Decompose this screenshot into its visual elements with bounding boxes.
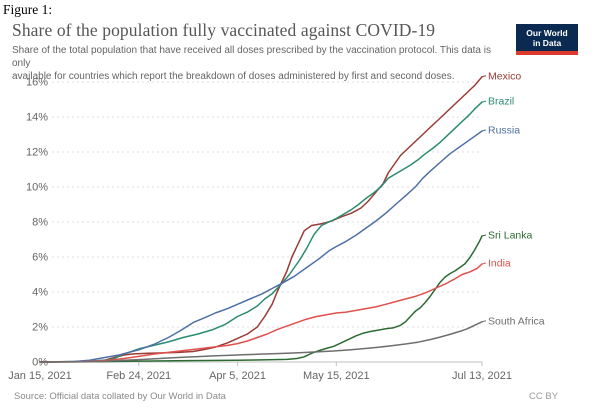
source-note: Source: Official data collated by Our Wo… <box>14 391 226 402</box>
y-axis-tick-label: 4% <box>32 287 48 299</box>
owid-logo-line-2: in Data <box>532 38 562 48</box>
series-label-connector <box>481 129 487 132</box>
subtitle-line-2: available for countries which report the… <box>12 71 455 82</box>
chart-subtitle: Share of the total population that have … <box>12 44 512 83</box>
series-label-connector <box>481 234 487 237</box>
series-line-mexico[interactable] <box>39 76 483 363</box>
y-axis-tick-label: 12% <box>26 147 48 159</box>
series-label-connector <box>481 75 487 78</box>
y-axis-tick-label: 10% <box>26 182 48 194</box>
series-label-connector <box>481 262 487 265</box>
subtitle-line-1: Share of the total population that have … <box>12 45 491 69</box>
x-axis-tick-label: Jul 13, 2021 <box>452 370 512 382</box>
y-axis-tick-label: 16% <box>26 77 48 89</box>
chart-title: Share of the population fully vaccinated… <box>12 20 436 40</box>
series-line-sri-lanka[interactable] <box>39 235 483 363</box>
y-axis-tick-label: 2% <box>32 322 48 334</box>
y-axis-tick-label: 8% <box>32 217 48 229</box>
series-label-sri-lanka[interactable]: Sri Lanka <box>488 230 533 242</box>
series-label-connector <box>481 100 487 103</box>
series-label-connector <box>481 320 487 323</box>
figure-caption-label: Figure 1: <box>3 2 53 17</box>
owid-logo[interactable]: Our World in Data <box>516 24 578 55</box>
license-note: CC BY <box>529 391 559 402</box>
series-line-india[interactable] <box>39 263 483 363</box>
series-label-south-africa[interactable]: South Africa <box>488 315 545 327</box>
owid-logo-line-1: Our World <box>526 28 568 38</box>
series-line-south-africa[interactable] <box>39 321 483 363</box>
y-axis-tick-label: 14% <box>26 112 48 124</box>
x-axis-tick-label: May 15, 2021 <box>303 370 370 382</box>
chart-plot-area[interactable]: 0%2%4%6%8%10%12%14%16%Jan 15, 2021 Feb 24… <box>0 58 606 388</box>
series-label-india[interactable]: India <box>488 258 511 270</box>
y-axis-tick-label: 6% <box>32 252 48 264</box>
x-axis-tick-label: Feb 24, 2021 <box>106 370 171 382</box>
series-label-mexico[interactable]: Mexico <box>488 70 521 82</box>
x-axis-tick-label: Jan 15, 2021 <box>8 370 72 382</box>
x-axis-tick-label: Apr 5, 2021 <box>209 370 266 382</box>
series-label-russia[interactable]: Russia <box>488 125 520 137</box>
series-label-brazil[interactable]: Brazil <box>488 96 514 108</box>
series-line-russia[interactable] <box>39 130 483 363</box>
